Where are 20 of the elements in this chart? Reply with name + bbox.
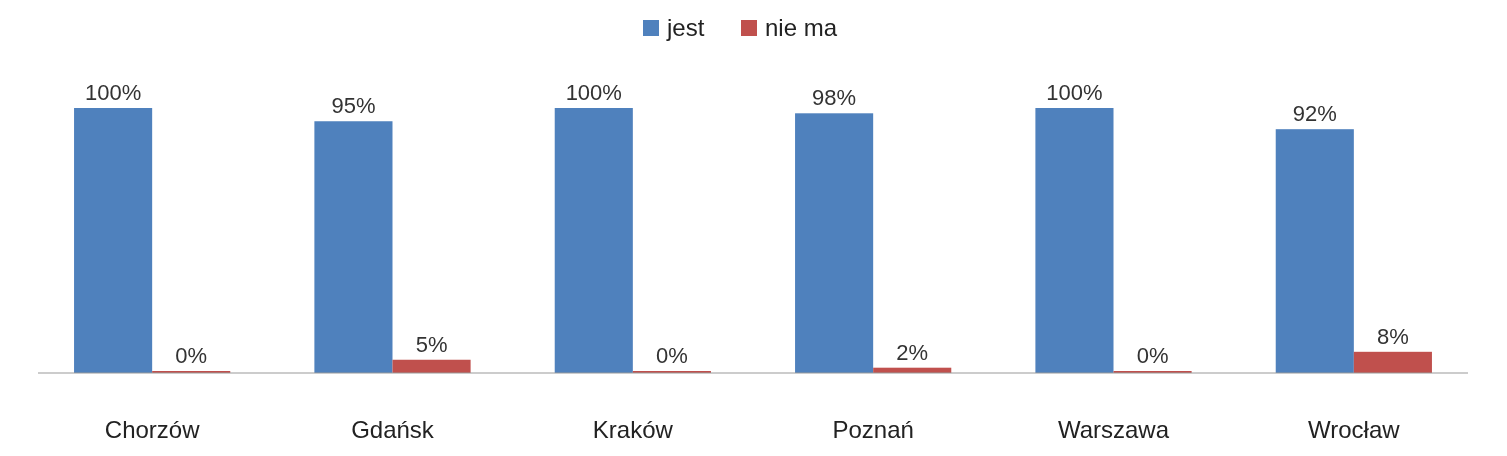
data-label: 5%: [415, 331, 448, 357]
data-label: 100%: [1046, 80, 1103, 105]
x-tick-label: Kraków: [592, 416, 674, 443]
x-tick-label: Poznań: [832, 416, 914, 443]
data-label: 95%: [331, 93, 376, 119]
data-label: 98%: [812, 85, 857, 111]
data-label: 92%: [1292, 101, 1337, 127]
x-tick-label: Gdańsk: [351, 416, 435, 443]
data-label: 100%: [84, 80, 142, 105]
data-label: 2%: [896, 339, 929, 365]
data-label: 100%: [565, 80, 622, 105]
legend-label: nie ma: [765, 14, 838, 41]
data-label: 8%: [1377, 323, 1409, 349]
data-label: 0%: [655, 343, 688, 368]
data-label: 0%: [175, 343, 208, 368]
legend-label: jest: [666, 14, 705, 41]
data-label: 0%: [1136, 343, 1169, 368]
x-tick-label: Wrocław: [1308, 416, 1401, 443]
x-tick-label: Warszawa: [1057, 416, 1170, 443]
x-tick-label: Chorzów: [104, 416, 201, 443]
